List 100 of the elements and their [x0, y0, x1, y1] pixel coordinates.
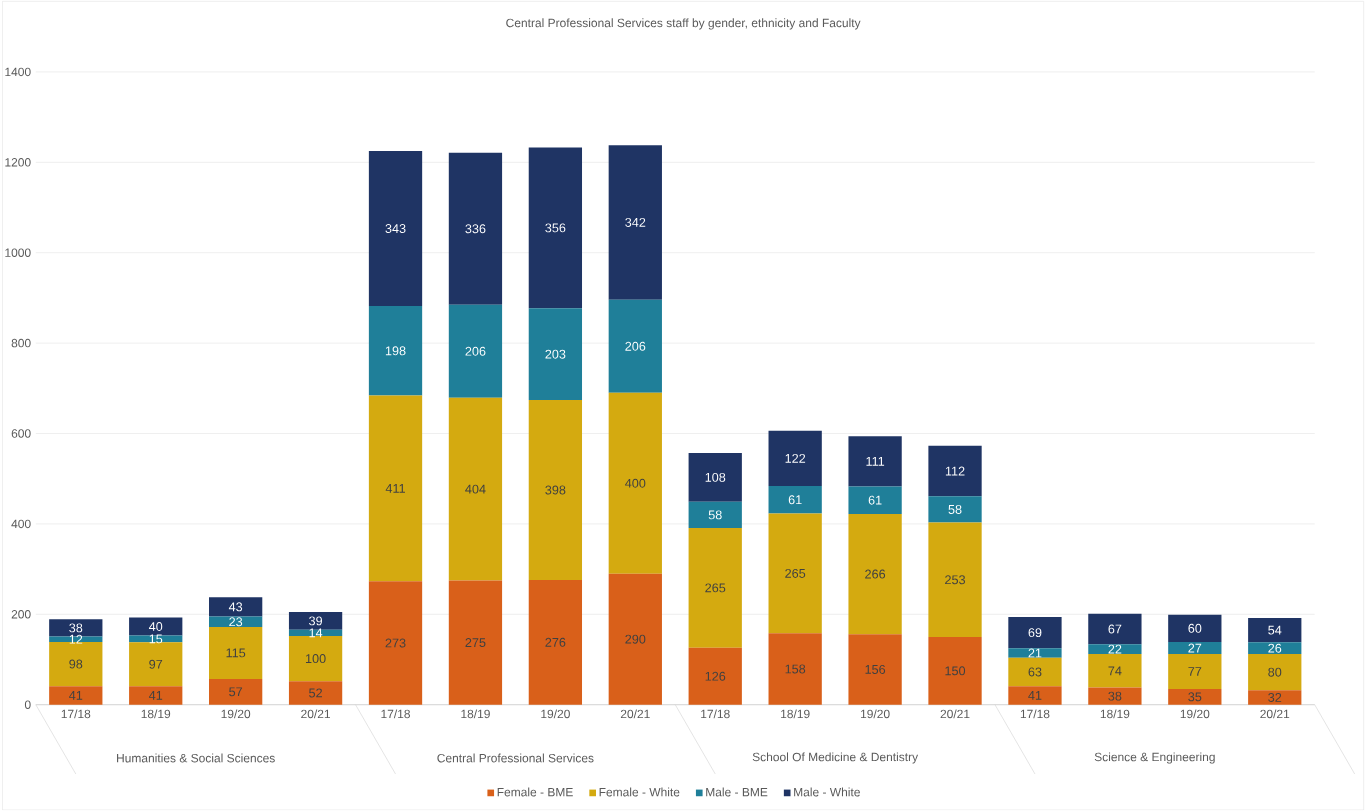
bar	[528, 308, 583, 400]
bar	[848, 513, 902, 635]
data-label: 150	[945, 666, 966, 676]
bar	[1248, 690, 1302, 705]
x-tick-label: 19/20	[1180, 709, 1210, 719]
data-label: 61	[788, 495, 802, 505]
x-tick-label: 18/19	[1100, 709, 1130, 719]
bar	[49, 686, 103, 705]
bar	[608, 573, 662, 705]
data-label: 12	[69, 634, 83, 644]
x-tick-label: 18/19	[461, 709, 490, 719]
data-label: 32	[1268, 692, 1282, 702]
data-label: 398	[545, 485, 566, 495]
bar	[1008, 657, 1062, 687]
bar	[1168, 653, 1222, 689]
bar	[209, 626, 263, 679]
data-label: 276	[545, 637, 566, 647]
data-label: 356	[545, 223, 566, 233]
data-label: 98	[69, 659, 83, 669]
y-tick-label: 0	[24, 700, 31, 709]
data-label: 115	[226, 648, 246, 658]
data-label: 266	[865, 569, 886, 579]
data-label: 265	[705, 583, 726, 593]
data-label: 67	[1108, 624, 1122, 634]
y-tick-label: 800	[11, 338, 31, 348]
data-label: 41	[148, 690, 163, 700]
bar	[528, 147, 583, 309]
data-label: 336	[465, 224, 486, 234]
x-tick-label: 20/21	[620, 709, 650, 719]
data-label: 273	[385, 638, 406, 648]
bar	[1248, 642, 1302, 654]
data-label: 100	[305, 653, 326, 663]
bar	[928, 445, 982, 497]
legend-label: Male - White	[794, 787, 860, 797]
bar	[1008, 616, 1062, 649]
data-label: 63	[1028, 667, 1042, 677]
bar	[608, 145, 662, 300]
data-label: 26	[1268, 643, 1282, 653]
bar	[49, 636, 103, 642]
text: Central Professional Services	[437, 753, 594, 763]
bar	[129, 642, 183, 687]
data-label: 77	[1188, 666, 1202, 676]
bar	[209, 597, 263, 617]
x-tick-label: 19/20	[541, 709, 570, 719]
bar	[129, 617, 183, 636]
bar	[768, 633, 822, 705]
data-label: 404	[465, 484, 486, 494]
data-label: 27	[1188, 643, 1202, 653]
x-tick-label: 17/18	[381, 709, 410, 719]
data-label: 15	[149, 634, 163, 644]
data-label: 74	[1108, 666, 1122, 676]
x-tick-label: 19/20	[221, 709, 251, 719]
y-tick-label: 600	[11, 429, 31, 438]
x-tick-label: 19/20	[861, 709, 890, 719]
bar	[448, 152, 503, 305]
data-label: 290	[625, 634, 646, 644]
data-label: 52	[309, 688, 322, 698]
data-label: 43	[228, 602, 243, 612]
data-label: 253	[945, 575, 966, 585]
data-label: 58	[708, 510, 722, 520]
y-tick-label: 200	[11, 609, 31, 619]
y-tick-label: 1400	[5, 67, 31, 77]
data-label: 39	[309, 616, 323, 626]
bar	[368, 305, 423, 396]
data-label: 61	[868, 495, 882, 505]
data-label: 275	[465, 637, 486, 647]
legend-label: Male - BME	[706, 787, 768, 797]
data-label: 265	[785, 568, 806, 578]
bar	[848, 634, 902, 705]
data-label: 21	[1028, 648, 1042, 658]
bar	[368, 581, 423, 705]
bar	[1248, 653, 1302, 691]
data-label: 411	[385, 483, 405, 493]
bar	[848, 436, 902, 487]
x-tick-label: 20/21	[940, 709, 970, 719]
bar	[1088, 687, 1142, 705]
bar	[688, 501, 742, 528]
data-label: 206	[625, 341, 646, 351]
data-label: 343	[385, 223, 406, 233]
bar	[688, 647, 742, 705]
y-tick-label: 400	[11, 519, 31, 529]
chart-title: Central Professional Services staff by gender, ethnicity and Faculty	[506, 18, 861, 30]
bar	[1008, 648, 1062, 658]
x-tick-label: 18/19	[141, 709, 171, 719]
data-label: 23	[229, 617, 243, 627]
legend-label: Female - White	[599, 787, 680, 797]
bar	[768, 430, 822, 486]
bar	[848, 486, 902, 514]
data-label: 80	[1268, 667, 1282, 677]
data-label: 41	[1028, 690, 1042, 700]
x-tick-label: 17/18	[701, 709, 730, 719]
data-label: 38	[1108, 691, 1122, 701]
x-tick-label: 20/21	[1260, 709, 1290, 719]
data-label: 40	[148, 621, 163, 631]
bar	[209, 678, 263, 705]
bar	[1008, 686, 1062, 705]
bar	[688, 452, 742, 502]
bar	[1168, 614, 1222, 642]
bar	[768, 485, 822, 514]
bar	[1088, 613, 1142, 644]
